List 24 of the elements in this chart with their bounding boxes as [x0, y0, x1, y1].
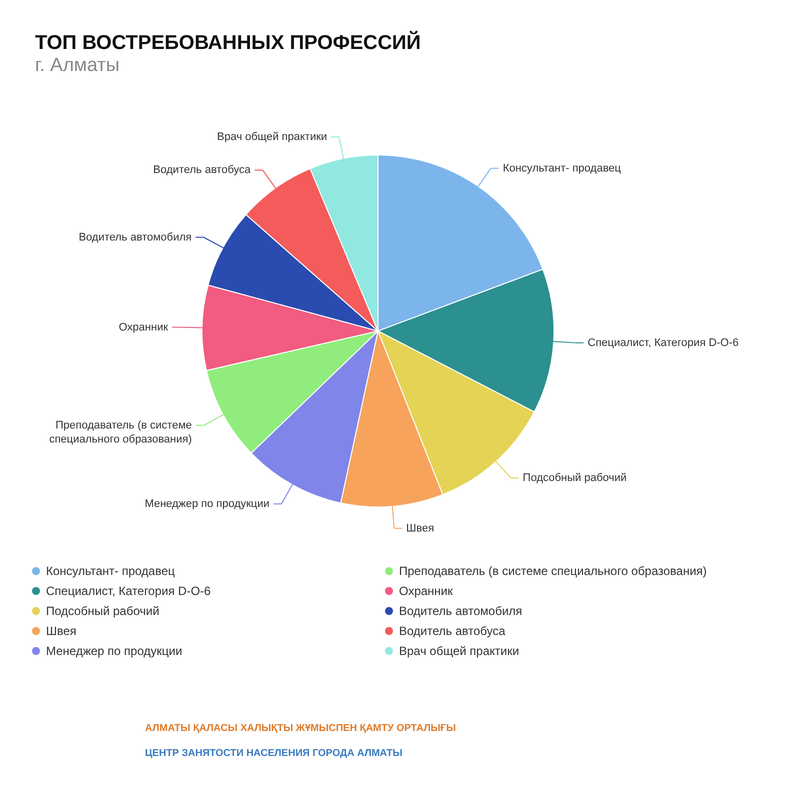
legend-label: Подсобный рабочий — [46, 604, 160, 618]
slice-label: Врач общей практики — [217, 130, 328, 143]
text: ЦЕНТР ЗАНЯТОСТИ НАСЕЛЕНИЯ ГОРОДА АЛМАТЫ — [145, 748, 403, 759]
legend-label: Водитель автобуса — [399, 624, 506, 638]
category-label: Специалист, Категория D-O-6 — [46, 584, 211, 598]
legend-label: Водитель автомобиля — [399, 604, 522, 618]
slice-label: Консультант- продавец — [502, 162, 622, 174]
chart-title: ТОП ВОСТРЕБОВАННЫХ ПРОФЕССИЙ — [35, 30, 421, 54]
chart-subtitle: г. Алматы — [35, 55, 120, 76]
slice-label: Охранник — [118, 321, 168, 334]
slice-label: Подсобный рабочий — [522, 472, 627, 484]
legend-label: Специалист, Категория D-O-6 — [588, 336, 739, 349]
text: АЛМАТЫ ҚАЛАСЫ ХАЛЫҚТЫ ЖҰМЫСПЕН ҚАМТУ ОРТАЛЫҒЫ — [145, 723, 456, 734]
legend-label: Врач общей практики — [399, 644, 520, 658]
legend-label: Охранник — [399, 584, 454, 598]
slice-label: Водитель автомобиля — [78, 231, 192, 244]
slice-label: Менеджер по продукции — [144, 498, 270, 510]
slice-label: Преподаватель (в системе специального образования) — [49, 419, 192, 446]
slice-label: Водитель автобуса — [153, 164, 252, 176]
legend-label: Менеджер по продукции — [46, 644, 182, 658]
legend-label: Швея — [46, 624, 76, 638]
legend-label: Преподаватель (в системе специального образования) — [399, 564, 707, 578]
slice-label: Швея — [406, 522, 434, 534]
legend-label: Консультант- продавец — [46, 564, 176, 578]
